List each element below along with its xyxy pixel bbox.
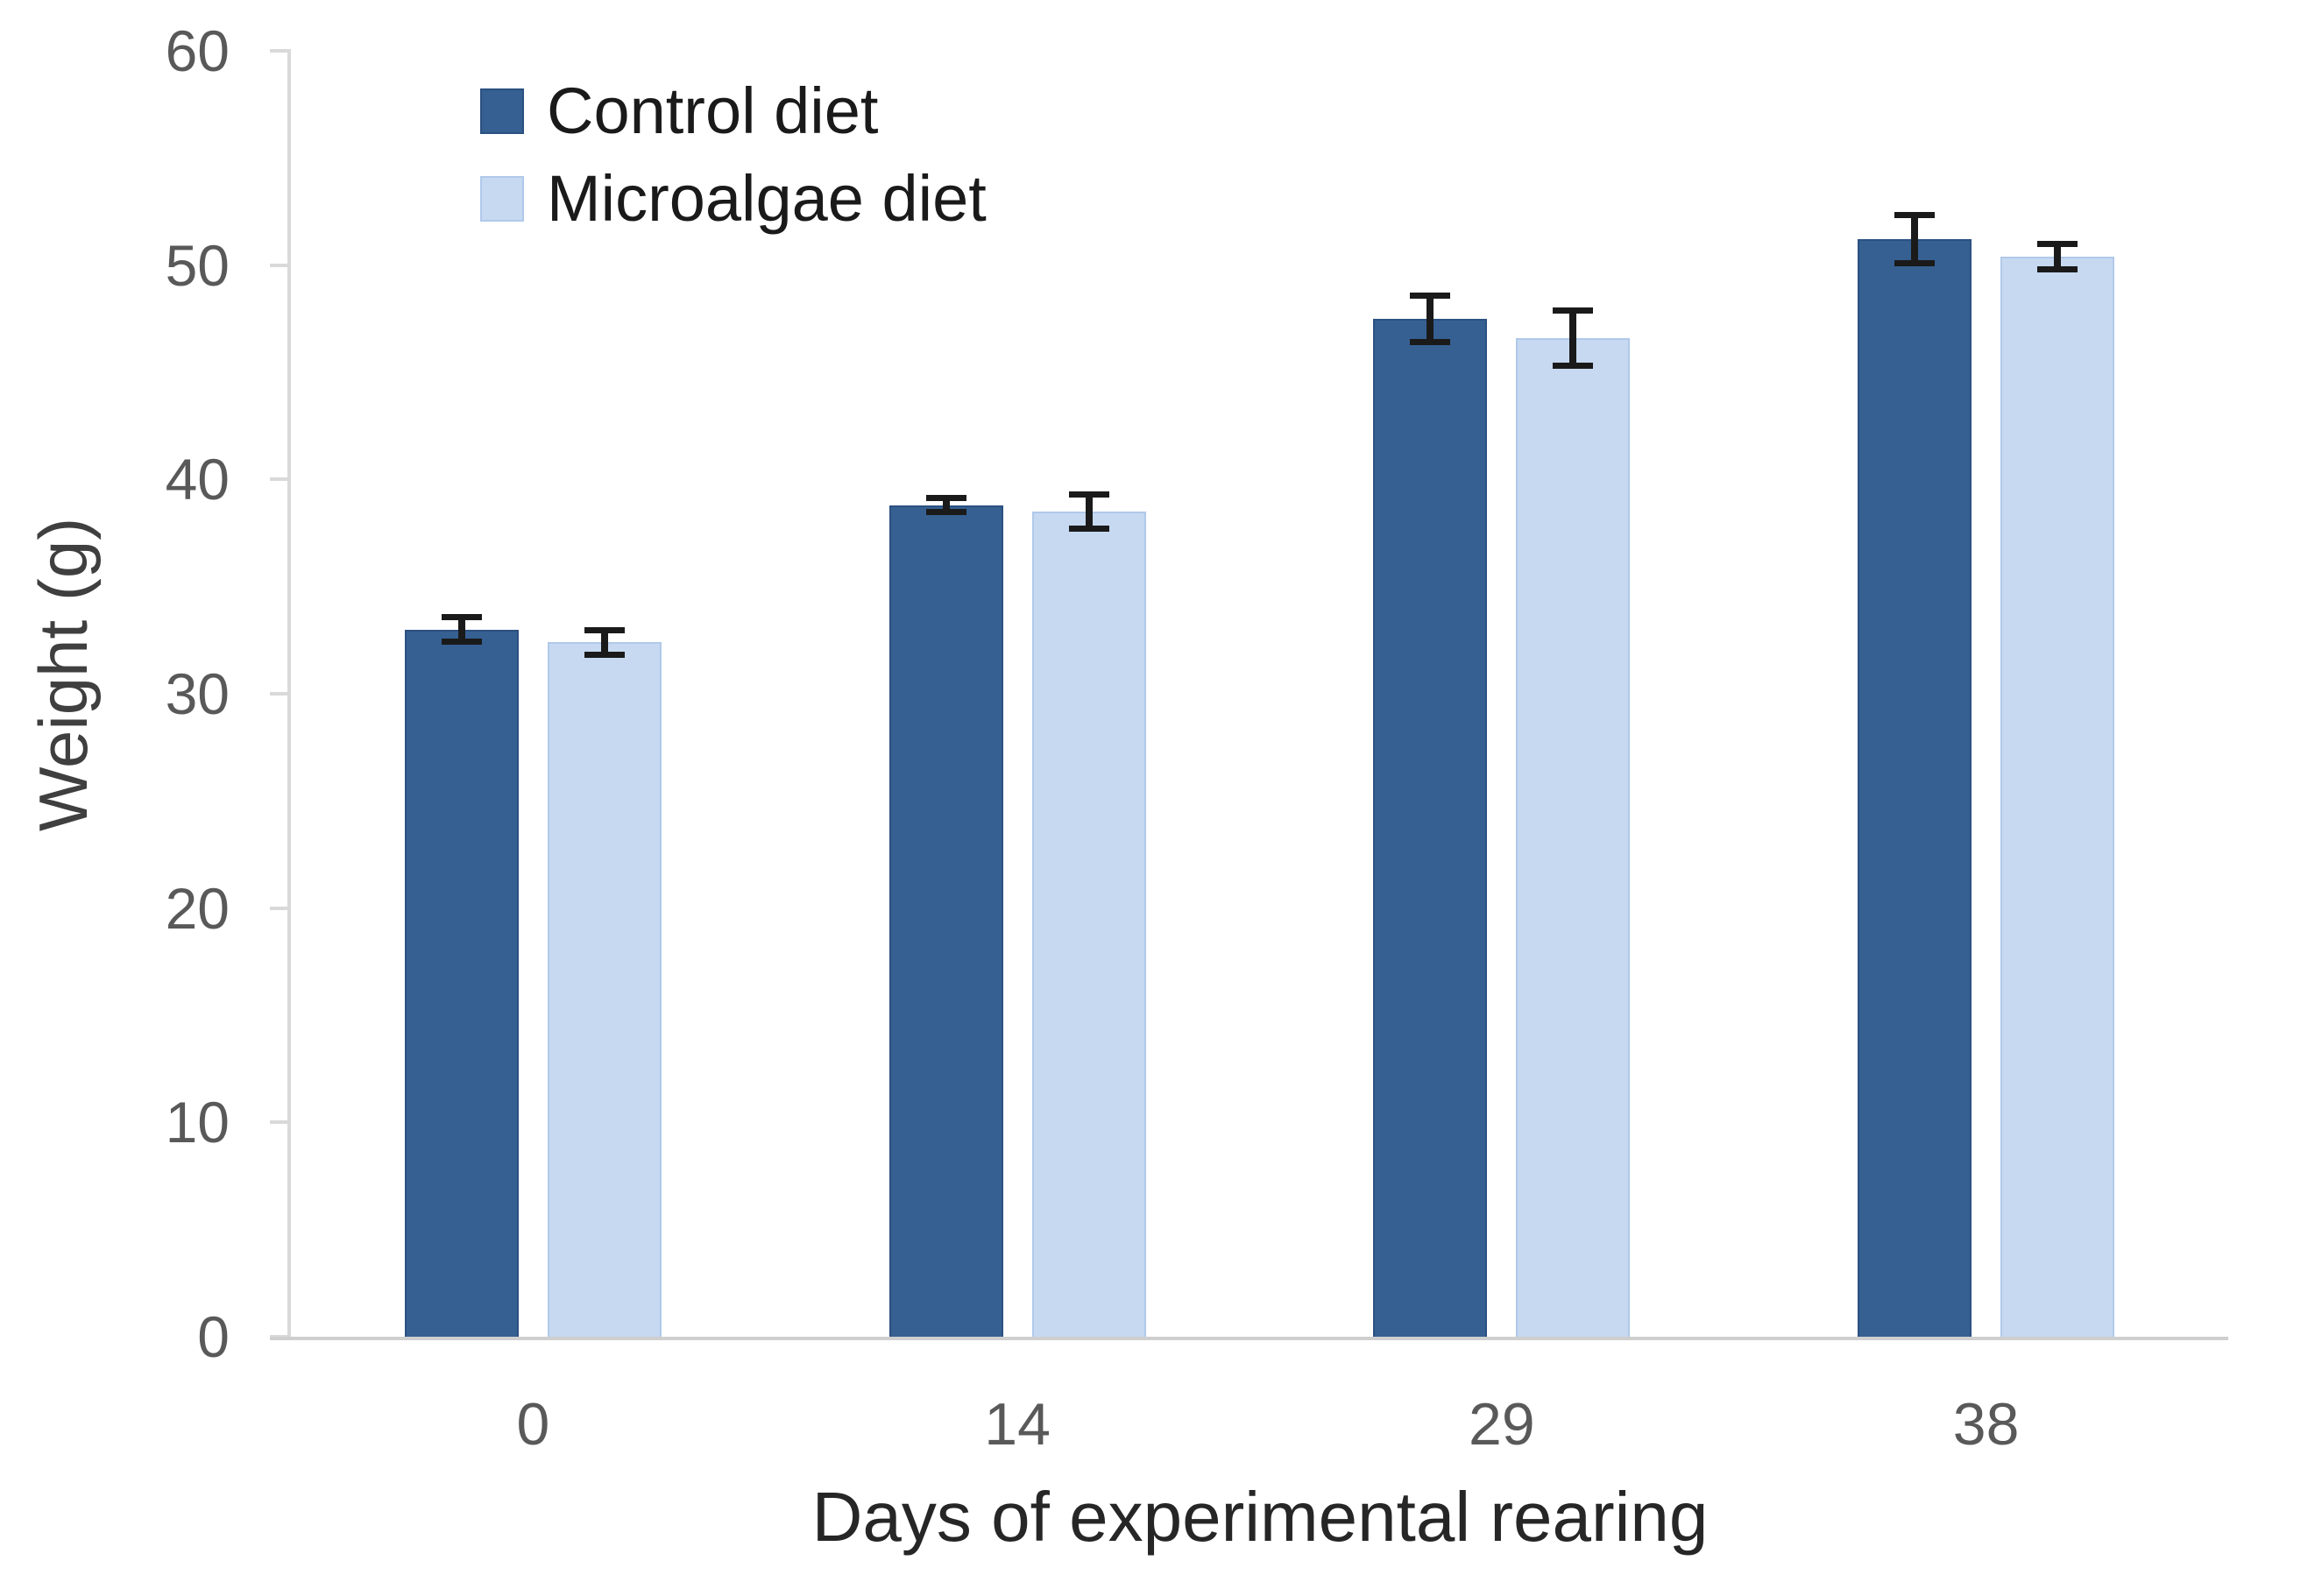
y-tick-mark [270,692,291,696]
error-bar-cap-top-microalgae-diet [1553,307,1594,314]
bar-control-diet [1858,239,1972,1337]
x-axis-title: Days of experimental rearing [811,1478,1709,1556]
error-bar-control-diet [457,616,465,643]
bar-microalgae-diet [547,642,662,1337]
error-bar-microalgae-diet [1085,494,1093,529]
x-category-label: 29 [1469,1391,1535,1458]
error-bar-cap-bottom-control-diet [925,509,966,516]
error-bar-cap-bottom-control-diet [1894,260,1936,267]
bar-control-diet [888,505,1003,1337]
error-bar-control-diet [1426,294,1434,343]
error-bar-microalgae-diet [600,629,608,655]
error-bar-cap-bottom-microalgae-diet [1553,362,1594,369]
error-bar-microalgae-diet [2054,244,2062,270]
error-bar-cap-bottom-control-diet [441,639,482,646]
legend-label-microalgae-diet: Microalgae diet [547,162,987,235]
error-bar-cap-top-control-diet [925,495,966,502]
bar-control-diet [404,629,519,1337]
y-tick-mark [270,263,291,267]
legend-item-microalgae-diet: Microalgae diet [480,166,987,231]
x-category-label: 14 [984,1391,1051,1458]
error-bar-cap-bottom-microalgae-diet [1068,525,1109,532]
y-tick-label: 50 [165,232,230,298]
y-tick-mark [270,1120,291,1125]
error-bar-cap-top-control-diet [1410,292,1451,299]
error-bar-cap-top-control-diet [441,613,482,620]
error-bar-cap-bottom-control-diet [1410,338,1451,345]
error-bar-control-diet [1911,215,1919,265]
error-bar-cap-top-microalgae-diet [2037,241,2078,248]
y-tick-label: 60 [165,18,230,83]
legend-swatch-microalgae-diet [480,176,524,222]
bar-microalgae-diet [1031,512,1146,1337]
legend-label-control-diet: Control diet [547,74,879,147]
legend-item-control-diet: Control diet [480,79,987,144]
error-bar-cap-top-control-diet [1894,212,1936,219]
y-tick-mark [270,477,291,482]
error-bar-cap-bottom-microalgae-diet [2037,265,2078,272]
y-tick-label: 20 [165,875,230,941]
x-axis-line [270,1337,2228,1340]
bar-microalgae-diet [2000,256,2115,1337]
y-tick-mark [270,49,291,53]
y-tick-label: 10 [165,1090,230,1155]
y-tick-label: 40 [165,447,230,512]
y-tick-label: 0 [197,1304,230,1369]
x-category-label: 38 [1952,1391,2020,1458]
y-tick-label: 30 [165,661,230,726]
legend: Control diet Microalgae diet [480,79,987,254]
error-bar-cap-bottom-microalgae-diet [584,651,625,658]
error-bar-microalgae-diet [1569,310,1577,366]
bar-control-diet [1373,318,1488,1337]
legend-swatch-control-diet [480,88,524,134]
x-category-label: 0 [516,1391,550,1458]
error-bar-cap-top-microalgae-diet [584,626,625,633]
error-bar-control-diet [942,498,950,513]
bar-microalgae-diet [1516,337,1631,1337]
y-tick-mark [270,906,291,910]
error-bar-cap-top-microalgae-diet [1068,491,1109,498]
